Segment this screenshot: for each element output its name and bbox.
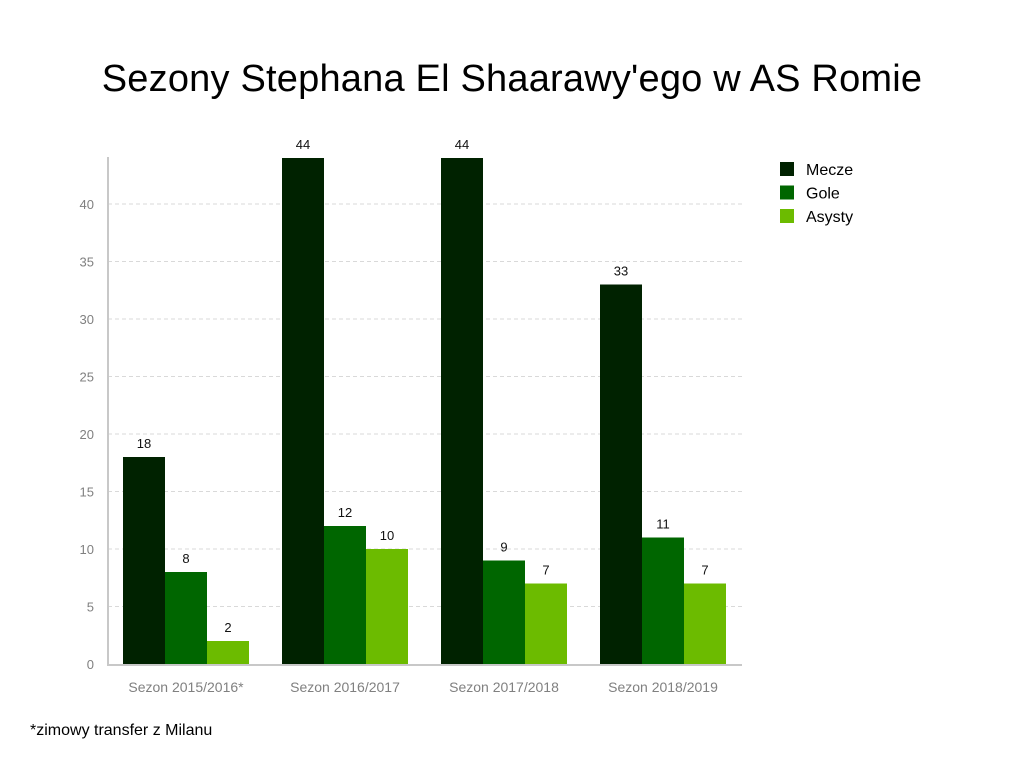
bar-mecze-3 bbox=[600, 284, 642, 664]
bars bbox=[123, 158, 726, 664]
legend-swatch-asysty bbox=[780, 209, 794, 223]
x-category-label: Sezon 2015/2016* bbox=[128, 679, 244, 695]
legend: Mecze Gole Asysty bbox=[780, 162, 853, 226]
legend-label: Gole bbox=[806, 186, 840, 203]
y-tick-label: 40 bbox=[80, 197, 94, 212]
data-label: 18 bbox=[137, 436, 151, 451]
data-label: 44 bbox=[296, 137, 310, 152]
y-tick-label: 25 bbox=[80, 370, 94, 385]
legend-label: Asysty bbox=[806, 209, 853, 226]
data-labels: 18 8 2 44 12 10 44 9 7 33 11 7 bbox=[137, 137, 709, 635]
y-axis-ticks: 0 5 10 15 20 25 30 35 40 bbox=[80, 197, 94, 672]
x-category-label: Sezon 2018/2019 bbox=[608, 679, 718, 695]
data-label: 12 bbox=[338, 505, 352, 520]
data-label: 9 bbox=[500, 540, 507, 555]
data-label: 33 bbox=[614, 264, 628, 279]
bar-mecze-0 bbox=[123, 457, 165, 664]
y-tick-label: 20 bbox=[80, 427, 94, 442]
x-category-label: Sezon 2017/2018 bbox=[449, 679, 559, 695]
grid-lines bbox=[108, 203, 742, 607]
axes bbox=[107, 157, 742, 666]
data-label: 2 bbox=[224, 620, 231, 635]
legend-label: Mecze bbox=[806, 162, 853, 179]
bar-mecze-1 bbox=[282, 158, 324, 664]
y-tick-label: 10 bbox=[80, 542, 94, 557]
y-tick-label: 30 bbox=[80, 312, 94, 327]
bar-asysty-2 bbox=[525, 583, 567, 664]
data-label: 7 bbox=[542, 563, 549, 578]
data-label: 11 bbox=[656, 517, 670, 532]
bar-gole-0 bbox=[165, 572, 207, 664]
bar-asysty-3 bbox=[684, 583, 726, 664]
y-tick-label: 5 bbox=[87, 600, 94, 615]
bar-gole-1 bbox=[324, 526, 366, 664]
data-label: 44 bbox=[455, 137, 469, 152]
x-category-label: Sezon 2016/2017 bbox=[290, 679, 400, 695]
data-label: 7 bbox=[701, 563, 708, 578]
y-tick-label: 15 bbox=[80, 485, 94, 500]
bar-gole-2 bbox=[483, 560, 525, 664]
legend-swatch-mecze bbox=[780, 162, 794, 176]
y-tick-label: 0 bbox=[87, 657, 94, 672]
legend-swatch-gole bbox=[780, 185, 794, 200]
y-tick-label: 35 bbox=[80, 255, 94, 270]
bar-asysty-0 bbox=[207, 641, 249, 664]
x-axis-categories: Sezon 2015/2016* Sezon 2016/2017 Sezon 201… bbox=[128, 679, 718, 695]
bar-asysty-1 bbox=[366, 549, 408, 664]
bar-gole-3 bbox=[642, 537, 684, 664]
footnote: *zimowy transfer z Milanu bbox=[30, 722, 213, 739]
chart-title: Sezony Stephana El Shaarawy'ego w AS Rom… bbox=[101, 58, 923, 100]
bar-mecze-2 bbox=[441, 158, 483, 664]
data-label: 8 bbox=[182, 551, 189, 566]
data-label: 10 bbox=[380, 528, 394, 543]
